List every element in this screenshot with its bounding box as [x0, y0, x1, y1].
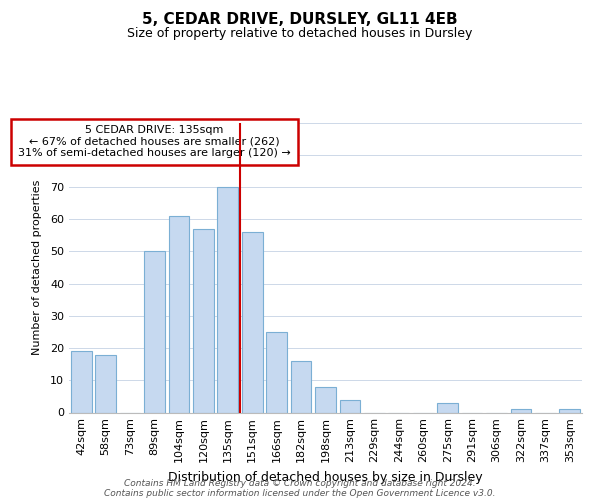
Bar	[315, 386, 336, 412]
Bar	[217, 187, 238, 412]
Bar	[169, 216, 190, 412]
Text: 5 CEDAR DRIVE: 135sqm
← 67% of detached houses are smaller (262)
31% of semi-det: 5 CEDAR DRIVE: 135sqm ← 67% of detached …	[18, 125, 291, 158]
Y-axis label: Number of detached properties: Number of detached properties	[32, 180, 41, 355]
Text: Size of property relative to detached houses in Dursley: Size of property relative to detached ho…	[127, 28, 473, 40]
Bar	[266, 332, 287, 412]
Bar	[290, 361, 311, 412]
X-axis label: Distribution of detached houses by size in Dursley: Distribution of detached houses by size …	[168, 471, 483, 484]
Bar	[95, 354, 116, 412]
Bar	[71, 352, 92, 412]
Bar	[437, 403, 458, 412]
Text: Contains public sector information licensed under the Open Government Licence v3: Contains public sector information licen…	[104, 488, 496, 498]
Text: 5, CEDAR DRIVE, DURSLEY, GL11 4EB: 5, CEDAR DRIVE, DURSLEY, GL11 4EB	[142, 12, 458, 28]
Bar	[511, 410, 532, 412]
Bar	[340, 400, 361, 412]
Text: Contains HM Land Registry data © Crown copyright and database right 2024.: Contains HM Land Registry data © Crown c…	[124, 478, 476, 488]
Bar	[144, 252, 165, 412]
Bar	[559, 410, 580, 412]
Bar	[193, 229, 214, 412]
Bar	[242, 232, 263, 412]
